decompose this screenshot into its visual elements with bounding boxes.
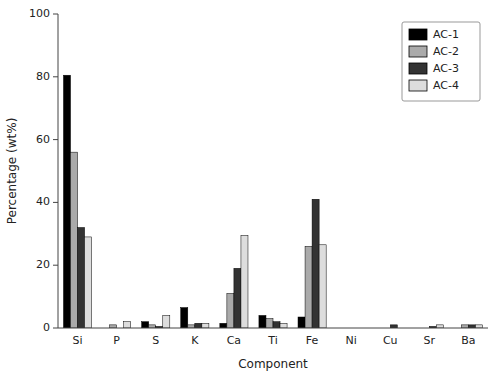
bar [241, 235, 248, 328]
bar [312, 199, 319, 328]
bar [85, 237, 92, 328]
bars [63, 75, 482, 328]
x-tick-label: Cu [383, 334, 398, 347]
bar [298, 317, 305, 328]
x-tick-label: P [113, 334, 120, 347]
legend-swatch [409, 29, 427, 40]
x-tick-label: Sr [424, 334, 436, 347]
bar [78, 228, 85, 328]
bar [202, 323, 209, 328]
x-tick-label: Fe [306, 334, 319, 347]
x-tick-label: Ti [267, 334, 277, 347]
y-tick [53, 265, 58, 266]
legend: AC-1 AC-2 AC-3 AC-4 [402, 22, 480, 101]
y-tick-label: 80 [36, 70, 50, 83]
x-tick-label: Ba [461, 334, 475, 347]
bar [71, 152, 78, 328]
y-tick [53, 202, 58, 203]
legend-swatch [409, 46, 427, 57]
y-tick [53, 76, 58, 77]
bar [227, 293, 234, 328]
y-tick-label: 0 [43, 321, 50, 334]
bar [234, 268, 241, 328]
x-tick-label: Ca [227, 334, 241, 347]
bar [319, 245, 326, 328]
bar [163, 315, 170, 328]
y-axis-line [58, 14, 59, 328]
bar [124, 322, 131, 328]
x-axis-label: Component [238, 357, 308, 371]
bar [259, 315, 266, 328]
bar [273, 322, 280, 328]
bar [280, 323, 287, 328]
chart-svg: 0 20 40 60 80 100 Si P S K Ca Ti Fe Ni Cu Sr Ba Component… [0, 0, 500, 378]
y-tick-label: 20 [36, 258, 50, 271]
y-tick-label: 40 [36, 195, 50, 208]
y-tick [53, 14, 58, 15]
x-tick-label: S [152, 334, 159, 347]
y-axis-label: Percentage (wt%) [5, 118, 19, 225]
bar [195, 323, 202, 328]
bar [266, 319, 273, 328]
bar [305, 246, 312, 328]
x-tick-label: Ni [346, 334, 357, 347]
y-tick [53, 139, 58, 140]
bar [63, 75, 70, 328]
y-tick-label: 60 [36, 133, 50, 146]
legend-label: AC-2 [433, 45, 459, 58]
legend-swatch [409, 80, 427, 91]
x-tick-label: Si [73, 334, 83, 347]
legend-swatch [409, 63, 427, 74]
legend-label: AC-4 [433, 79, 459, 92]
legend-label: AC-3 [433, 62, 459, 75]
x-axis-line [58, 328, 488, 329]
legend-frame [402, 22, 480, 101]
legend-label: AC-1 [433, 28, 459, 41]
bar [220, 323, 227, 328]
x-tick-label: K [191, 334, 199, 347]
bar [181, 308, 188, 328]
bar [142, 322, 149, 328]
y-tick [53, 328, 58, 329]
y-tick-label: 100 [29, 7, 50, 20]
chart-container: 0 20 40 60 80 100 Si P S K Ca Ti Fe Ni Cu Sr Ba Component… [0, 0, 500, 378]
